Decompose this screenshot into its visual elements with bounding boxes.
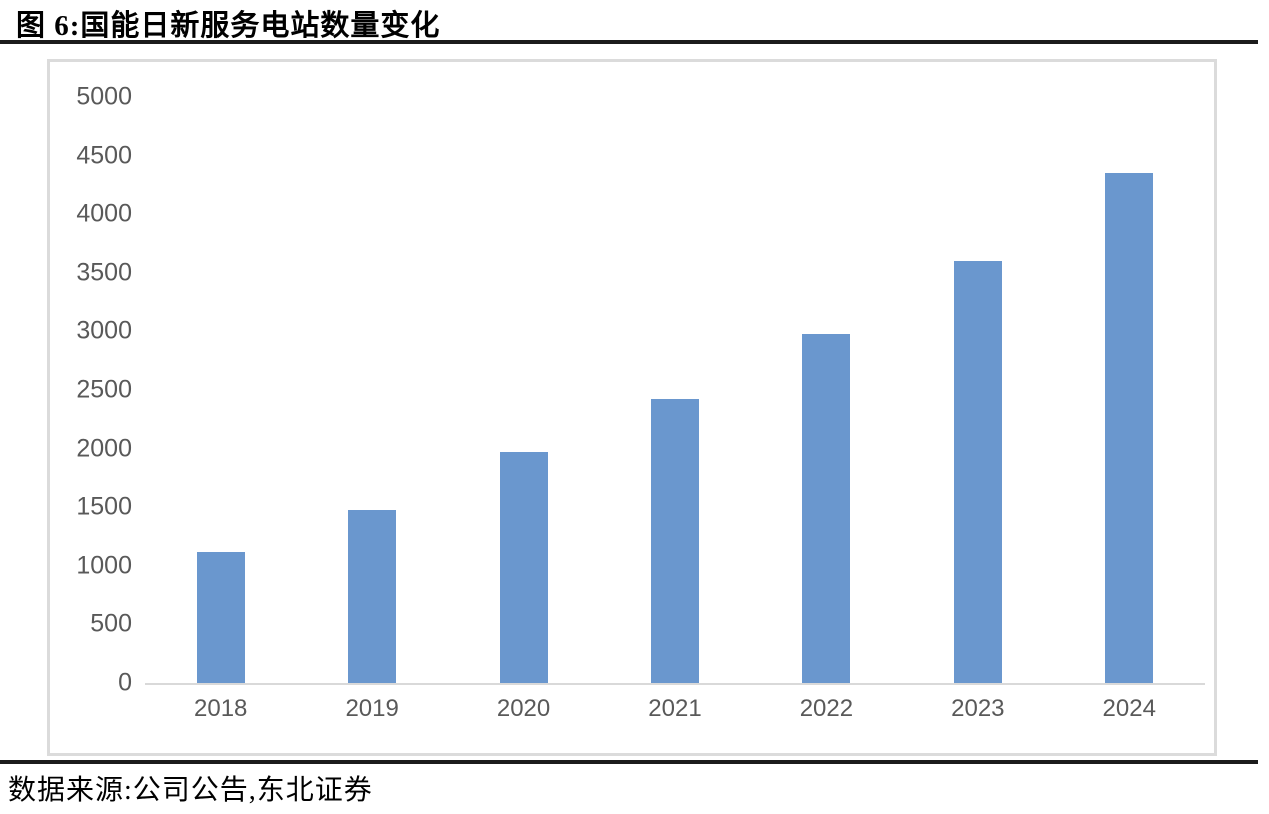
y-tick-label-2000: 2000 xyxy=(76,434,132,463)
bar-column-2024: 2024 xyxy=(1054,97,1205,721)
chart-frame: 5000 4500 4000 3500 3000 2500 2000 1500 1000 500 0… xyxy=(47,59,1217,756)
x-tick-label-2022: 2022 xyxy=(799,695,854,722)
bar-2021 xyxy=(650,399,699,683)
y-tick-label-5000: 5000 xyxy=(76,82,132,111)
x-tick-label-2024: 2024 xyxy=(1102,695,1156,722)
source-divider-rule xyxy=(0,760,1258,764)
y-tick-label-4500: 4500 xyxy=(76,141,132,170)
figure-title: 图 6:国能日新服务电站数量变化 xyxy=(16,10,441,42)
bar-2020 xyxy=(499,451,548,683)
x-tick-label-2019: 2019 xyxy=(345,695,399,722)
bar-column-2023: 2023 xyxy=(902,97,1053,721)
y-tick-label-1000: 1000 xyxy=(76,551,132,580)
plot-area: 2018 2019 2020 2021 2022 2023 2024 xyxy=(145,97,1205,721)
y-tick-label-3000: 3000 xyxy=(76,316,132,345)
bar-2024 xyxy=(1105,173,1154,683)
bar-column-2019: 2019 xyxy=(296,97,447,721)
bar-column-2021: 2021 xyxy=(599,97,750,721)
bar-2018 xyxy=(196,551,245,683)
bar-2019 xyxy=(348,509,397,683)
y-tick-label-500: 500 xyxy=(90,609,132,638)
y-tick-label-2500: 2500 xyxy=(76,375,132,404)
y-tick-label-3500: 3500 xyxy=(76,258,132,287)
y-tick-label-0: 0 xyxy=(118,668,132,697)
y-tick-label-4000: 4000 xyxy=(76,199,132,228)
x-tick-label-2023: 2023 xyxy=(951,695,1005,722)
title-divider-rule xyxy=(0,40,1258,44)
y-tick-label-1500: 1500 xyxy=(76,492,132,521)
bar-column-2020: 2020 xyxy=(448,97,599,721)
x-tick-label-2021: 2021 xyxy=(648,695,702,722)
y-axis-ticks: 5000 4500 4000 3500 3000 2500 2000 1500 1000 500 0 xyxy=(50,84,132,695)
bar-2023 xyxy=(953,260,1002,683)
bar-column-2022: 2022 xyxy=(751,97,902,721)
figure-source: 数据来源:公司公告,东北证券 xyxy=(8,775,373,806)
x-tick-label-2020: 2020 xyxy=(496,695,551,722)
x-tick-label-2018: 2018 xyxy=(194,695,248,722)
bar-2022 xyxy=(802,334,851,683)
bar-column-2018: 2018 xyxy=(145,97,296,721)
